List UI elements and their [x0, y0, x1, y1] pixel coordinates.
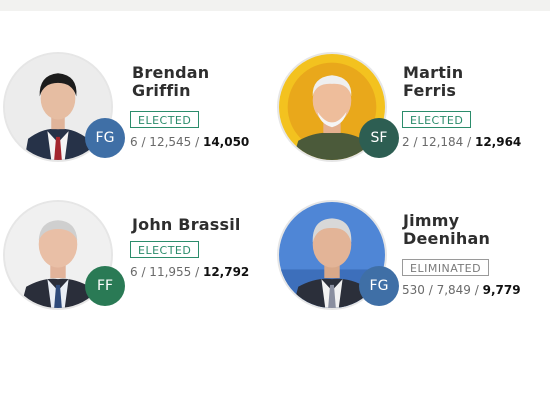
vote-counts-partial: 6 / 11,955 / — [130, 265, 203, 279]
candidate-photo-wrapper: SF — [276, 52, 399, 166]
status-badge: ELECTED — [130, 241, 200, 258]
vote-count-final: 12,964 — [474, 135, 522, 149]
party-badge: FG — [359, 266, 399, 306]
candidate-last-name: Griffin — [132, 81, 191, 100]
candidate-last-name: Ferris — [403, 81, 457, 100]
vote-counts: 530 / 7,849 / 9,779 — [402, 283, 542, 299]
candidate-first-name: Martin — [403, 63, 464, 82]
candidate-name: Martin Ferris — [403, 64, 543, 100]
candidate-card-jimmy-deenihan[interactable]: FG Jimmy Deenihan ELIMINATED 530 / 7,849… — [276, 200, 546, 320]
party-badge: FF — [85, 266, 125, 306]
candidate-card-brendan-griffin[interactable]: FG Brendan Griffin ELECTED 6 / 12,545 / … — [2, 52, 272, 172]
candidate-first-name: Jimmy — [403, 211, 460, 230]
candidate-first-name: Brendan — [132, 63, 210, 82]
candidate-full-name: John Brassil — [132, 215, 241, 234]
candidate-photo-wrapper: FG — [276, 200, 399, 314]
candidate-card-martin-ferris[interactable]: SF Martin Ferris ELECTED 2 / 12,184 / 12… — [276, 52, 546, 172]
vote-counts: 6 / 11,955 / 12,792 — [130, 265, 270, 281]
candidate-card-john-brassil[interactable]: FF John Brassil ELECTED 6 / 11,955 / 12,… — [2, 200, 272, 320]
candidate-name: Jimmy Deenihan — [403, 212, 543, 248]
candidate-photo-wrapper: FF — [2, 200, 125, 314]
vote-counts-partial: 530 / 7,849 / — [402, 283, 483, 297]
vote-counts-partial: 2 / 12,184 / — [402, 135, 475, 149]
status-badge: ELECTED — [130, 111, 200, 128]
candidate-photo — [3, 52, 113, 162]
vote-counts: 6 / 12,545 / 14,050 — [130, 135, 270, 151]
party-badge: SF — [359, 118, 399, 158]
candidate-photo — [277, 52, 387, 162]
portrait-martin-ferris — [279, 54, 385, 160]
top-bar — [0, 0, 550, 11]
status-badge: ELIMINATED — [402, 259, 490, 276]
vote-count-final: 9,779 — [482, 283, 521, 297]
vote-counts-partial: 6 / 12,545 / — [130, 135, 203, 149]
portrait-brendan-griffin — [5, 54, 111, 160]
candidate-photo-wrapper: FG — [2, 52, 125, 166]
candidate-name: Brendan Griffin — [132, 64, 272, 100]
candidate-last-name: Deenihan — [403, 229, 491, 248]
party-badge: FG — [85, 118, 125, 158]
vote-count-final: 14,050 — [202, 135, 250, 149]
vote-counts: 2 / 12,184 / 12,964 — [402, 135, 542, 151]
candidate-name: John Brassil — [132, 216, 272, 234]
vote-count-final: 12,792 — [202, 265, 250, 279]
status-badge: ELECTED — [402, 111, 472, 128]
